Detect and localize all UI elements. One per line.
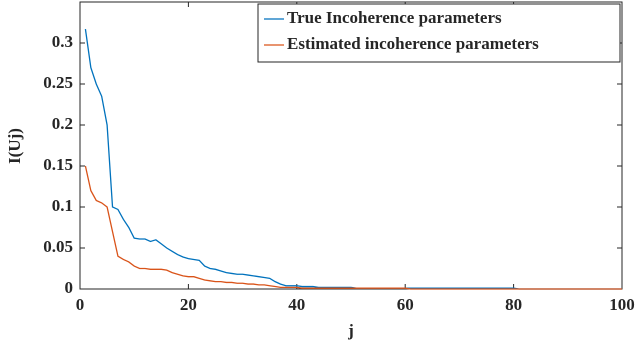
x-tick-label: 100	[609, 295, 635, 314]
y-axis-label: I(Uj)	[5, 128, 24, 164]
y-tick-label: 0	[65, 278, 74, 297]
y-tick-label: 0.3	[52, 32, 73, 51]
y-tick-label: 0.1	[52, 196, 73, 215]
y-tick-label: 0.15	[43, 155, 73, 174]
legend-label: Estimated incoherence parameters	[287, 34, 539, 53]
legend-label: True Incoherence parameters	[287, 8, 502, 27]
legend-box	[257, 3, 621, 63]
y-tick-label: 0.2	[52, 114, 73, 133]
y-tick-label: 0.25	[43, 73, 73, 92]
x-tick-label: 60	[397, 295, 414, 314]
data-line	[84, 165, 622, 290]
x-tick-label: 20	[180, 295, 197, 314]
x-tick-label: 80	[505, 295, 522, 314]
x-tick-label: 40	[288, 295, 305, 314]
x-tick-label: 0	[76, 295, 85, 314]
y-tick-label: 0.05	[43, 237, 73, 256]
x-axis-label: j	[347, 321, 354, 340]
